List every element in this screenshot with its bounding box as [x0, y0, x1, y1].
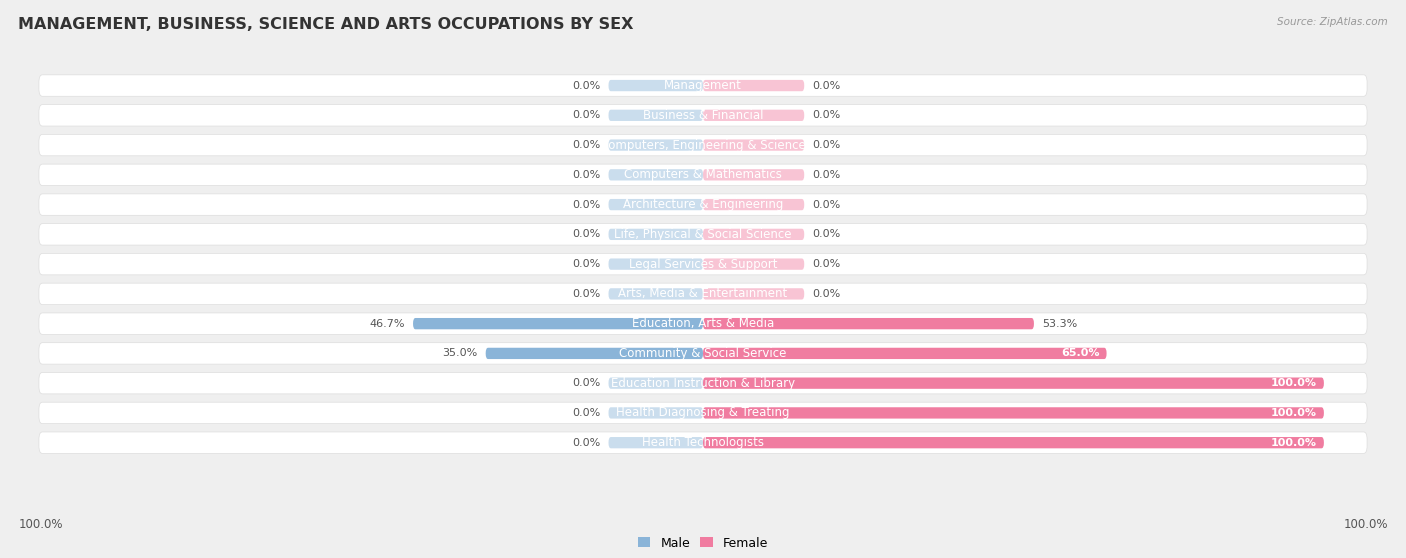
Text: 100.0%: 100.0% [1271, 437, 1317, 448]
Text: 0.0%: 0.0% [572, 408, 600, 418]
FancyBboxPatch shape [609, 407, 703, 418]
FancyBboxPatch shape [609, 437, 703, 448]
Text: 100.0%: 100.0% [1271, 378, 1317, 388]
FancyBboxPatch shape [39, 283, 1367, 305]
Text: 0.0%: 0.0% [813, 200, 841, 210]
Text: Education, Arts & Media: Education, Arts & Media [631, 317, 775, 330]
FancyBboxPatch shape [39, 313, 1367, 334]
FancyBboxPatch shape [609, 110, 703, 121]
FancyBboxPatch shape [609, 169, 703, 180]
Text: 100.0%: 100.0% [1343, 518, 1388, 531]
Text: 0.0%: 0.0% [572, 229, 600, 239]
Text: 0.0%: 0.0% [572, 80, 600, 90]
Text: 0.0%: 0.0% [572, 378, 600, 388]
Text: Architecture & Engineering: Architecture & Engineering [623, 198, 783, 211]
Text: MANAGEMENT, BUSINESS, SCIENCE AND ARTS OCCUPATIONS BY SEX: MANAGEMENT, BUSINESS, SCIENCE AND ARTS O… [18, 17, 634, 32]
FancyBboxPatch shape [703, 229, 804, 240]
Text: Life, Physical & Social Science: Life, Physical & Social Science [614, 228, 792, 241]
Text: 46.7%: 46.7% [370, 319, 405, 329]
Text: 0.0%: 0.0% [572, 437, 600, 448]
Text: 100.0%: 100.0% [1271, 408, 1317, 418]
Text: 53.3%: 53.3% [1042, 319, 1077, 329]
FancyBboxPatch shape [703, 169, 804, 180]
Text: 0.0%: 0.0% [572, 110, 600, 121]
Text: 100.0%: 100.0% [18, 518, 63, 531]
FancyBboxPatch shape [703, 140, 804, 151]
Text: 0.0%: 0.0% [813, 80, 841, 90]
Text: Computers, Engineering & Science: Computers, Engineering & Science [600, 138, 806, 152]
Text: Source: ZipAtlas.com: Source: ZipAtlas.com [1277, 17, 1388, 27]
FancyBboxPatch shape [39, 164, 1367, 186]
Text: 0.0%: 0.0% [813, 170, 841, 180]
Text: Community & Social Service: Community & Social Service [619, 347, 787, 360]
Text: 65.0%: 65.0% [1062, 348, 1099, 358]
Text: 0.0%: 0.0% [572, 140, 600, 150]
Legend: Male, Female: Male, Female [638, 537, 768, 550]
FancyBboxPatch shape [39, 372, 1367, 394]
FancyBboxPatch shape [39, 75, 1367, 97]
FancyBboxPatch shape [39, 134, 1367, 156]
FancyBboxPatch shape [703, 199, 804, 210]
FancyBboxPatch shape [609, 140, 703, 151]
FancyBboxPatch shape [703, 80, 804, 91]
FancyBboxPatch shape [703, 407, 1324, 418]
Text: 0.0%: 0.0% [813, 289, 841, 299]
Text: Health Diagnosing & Treating: Health Diagnosing & Treating [616, 406, 790, 420]
FancyBboxPatch shape [609, 378, 703, 389]
Text: 0.0%: 0.0% [572, 170, 600, 180]
FancyBboxPatch shape [485, 348, 703, 359]
Text: Health Technologists: Health Technologists [643, 436, 763, 449]
FancyBboxPatch shape [39, 224, 1367, 245]
FancyBboxPatch shape [703, 288, 804, 300]
Text: Arts, Media & Entertainment: Arts, Media & Entertainment [619, 287, 787, 300]
FancyBboxPatch shape [39, 253, 1367, 275]
Text: 0.0%: 0.0% [813, 259, 841, 269]
FancyBboxPatch shape [703, 110, 804, 121]
FancyBboxPatch shape [39, 104, 1367, 126]
FancyBboxPatch shape [39, 343, 1367, 364]
Text: Business & Financial: Business & Financial [643, 109, 763, 122]
FancyBboxPatch shape [609, 199, 703, 210]
FancyBboxPatch shape [609, 80, 703, 91]
Text: 0.0%: 0.0% [572, 259, 600, 269]
Text: 0.0%: 0.0% [572, 289, 600, 299]
Text: Management: Management [664, 79, 742, 92]
FancyBboxPatch shape [609, 288, 703, 300]
Text: Education Instruction & Library: Education Instruction & Library [612, 377, 794, 389]
FancyBboxPatch shape [413, 318, 703, 329]
FancyBboxPatch shape [703, 378, 1324, 389]
Text: 0.0%: 0.0% [813, 140, 841, 150]
FancyBboxPatch shape [39, 194, 1367, 215]
FancyBboxPatch shape [39, 402, 1367, 424]
Text: Legal Services & Support: Legal Services & Support [628, 258, 778, 271]
Text: 0.0%: 0.0% [813, 229, 841, 239]
FancyBboxPatch shape [703, 318, 1033, 329]
Text: Computers & Mathematics: Computers & Mathematics [624, 169, 782, 181]
Text: 35.0%: 35.0% [443, 348, 478, 358]
Text: 0.0%: 0.0% [572, 200, 600, 210]
FancyBboxPatch shape [609, 229, 703, 240]
FancyBboxPatch shape [703, 258, 804, 270]
Text: 0.0%: 0.0% [813, 110, 841, 121]
FancyBboxPatch shape [609, 258, 703, 270]
FancyBboxPatch shape [703, 437, 1324, 448]
FancyBboxPatch shape [39, 432, 1367, 454]
FancyBboxPatch shape [703, 348, 1107, 359]
